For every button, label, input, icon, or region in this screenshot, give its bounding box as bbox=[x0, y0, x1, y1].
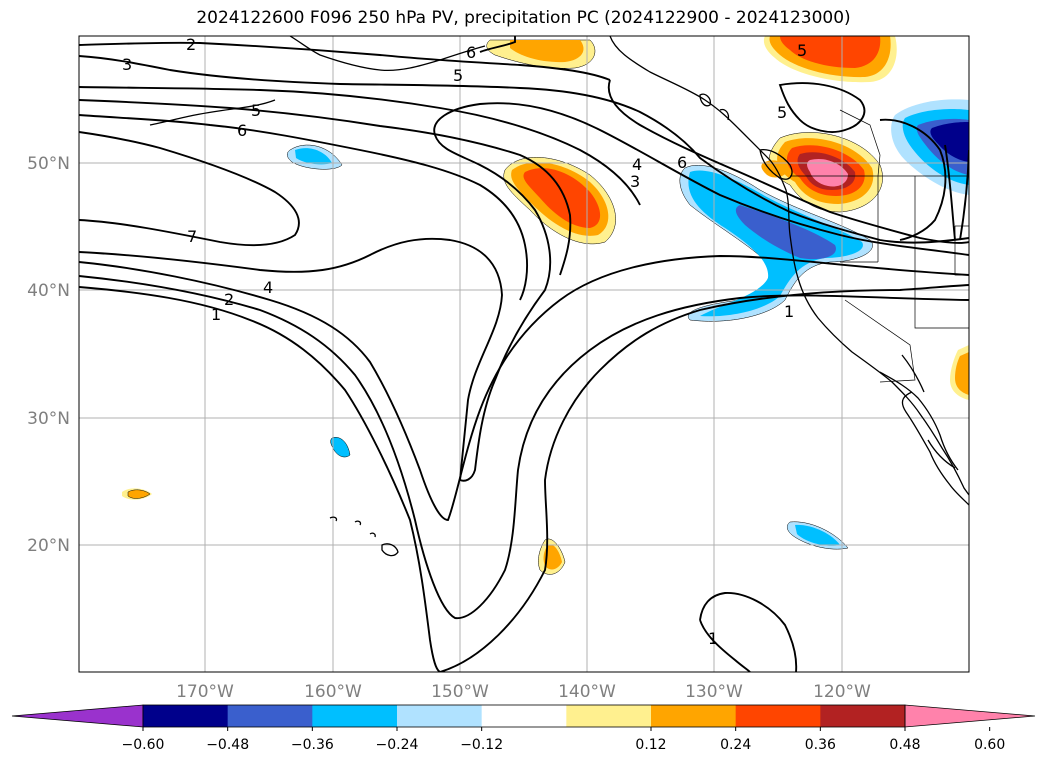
colorbar-extend-low bbox=[11, 704, 144, 728]
precip-positive-region bbox=[955, 352, 969, 395]
colorbar-segment bbox=[651, 705, 737, 727]
contour-label: 7 bbox=[187, 227, 197, 246]
precip-positive-region bbox=[761, 160, 788, 178]
colorbar-tick-label: 0.24 bbox=[720, 737, 751, 753]
lon-label-130w: 130°W bbox=[685, 682, 743, 702]
colorbar-segment bbox=[397, 705, 483, 727]
contour-label: 3 bbox=[630, 172, 640, 191]
precip-positive-region bbox=[780, 36, 881, 68]
precip-positive-region bbox=[523, 168, 601, 228]
colorbar-extend-high bbox=[904, 704, 1036, 728]
precip-negative-region bbox=[795, 524, 840, 546]
latitude-labels: 50°N 40°N 30°N 20°N bbox=[27, 154, 70, 556]
lon-label-160w: 160°W bbox=[304, 682, 362, 702]
colorbar-tick-label: −0.48 bbox=[206, 737, 249, 753]
colorbar-segment bbox=[566, 705, 652, 727]
lat-label-30n: 30°N bbox=[27, 409, 70, 429]
contour-label: 1 bbox=[784, 302, 794, 321]
contour-label: 1 bbox=[708, 629, 718, 648]
lon-label-140w: 140°W bbox=[558, 682, 616, 702]
colorbar: −0.60 −0.48 −0.36 −0.24 −0.12 0.12 0.24 0.36 0.4… bbox=[11, 704, 1036, 753]
colorbar-segment bbox=[227, 705, 313, 727]
colorbar-tick-label: −0.36 bbox=[291, 737, 334, 753]
colorbar-frame bbox=[142, 704, 906, 728]
colorbar-tick-label: 0.12 bbox=[635, 737, 666, 753]
longitude-labels: 170°W 160°W 150°W 140°W 130°W 120°W bbox=[176, 682, 871, 702]
contour-label: 6 bbox=[677, 153, 687, 172]
contour-label: 5 bbox=[797, 41, 807, 60]
contour-label: 6 bbox=[466, 43, 476, 62]
pv-contours bbox=[79, 36, 969, 672]
precip-negative-region bbox=[295, 148, 332, 165]
map-title: 2024122600 F096 250 hPa PV, precipitatio… bbox=[196, 8, 851, 28]
lon-label-170w: 170°W bbox=[176, 682, 234, 702]
contour-label: 6 bbox=[237, 121, 247, 140]
precip-negative-region bbox=[330, 437, 351, 458]
colorbar-segment bbox=[312, 705, 398, 727]
contour-label: 2 bbox=[186, 35, 196, 54]
lat-label-20n: 20°N bbox=[27, 536, 70, 556]
contour-label: 2 bbox=[224, 290, 234, 309]
contour-label: 5 bbox=[251, 101, 261, 120]
colorbar-segment bbox=[820, 705, 906, 727]
lat-label-50n: 50°N bbox=[27, 154, 70, 174]
colorbar-segment bbox=[143, 705, 229, 727]
lat-label-40n: 40°N bbox=[27, 281, 70, 301]
contour-label: 5 bbox=[777, 103, 787, 122]
precip-positive-region bbox=[127, 489, 151, 499]
contour-label: 5 bbox=[453, 66, 463, 85]
contour-label: 4 bbox=[263, 278, 273, 297]
contour-labels: 2 3 6 5 5 6 5 7 4 2 1 4 3 6 1 1 5 bbox=[122, 35, 807, 648]
plot-frame bbox=[78, 35, 970, 673]
precip-negative-region bbox=[930, 122, 969, 162]
colorbar-tick-label: 0.48 bbox=[889, 737, 920, 753]
colorbar-tick-label: −0.12 bbox=[460, 737, 503, 753]
precip-positive-region bbox=[807, 158, 848, 187]
lon-label-120w: 120°W bbox=[813, 682, 871, 702]
colorbar-tick-label: 0.36 bbox=[805, 737, 836, 753]
contour-label: 1 bbox=[211, 305, 221, 324]
lon-label-150w: 150°W bbox=[431, 682, 489, 702]
colorbar-tick-label: −0.60 bbox=[122, 737, 165, 753]
precip-positive-region bbox=[510, 40, 584, 63]
gridlines bbox=[79, 36, 969, 672]
precip-positive-region bbox=[543, 544, 562, 570]
colorbar-tick-label: −0.24 bbox=[376, 737, 419, 753]
contour-label: 3 bbox=[122, 55, 132, 74]
colorbar-segment bbox=[735, 705, 821, 727]
colorbar-segment bbox=[481, 705, 567, 727]
contour-label: 4 bbox=[632, 155, 642, 174]
precip-negative-region bbox=[735, 205, 836, 260]
colorbar-tick-label: 0.60 bbox=[974, 737, 1005, 753]
